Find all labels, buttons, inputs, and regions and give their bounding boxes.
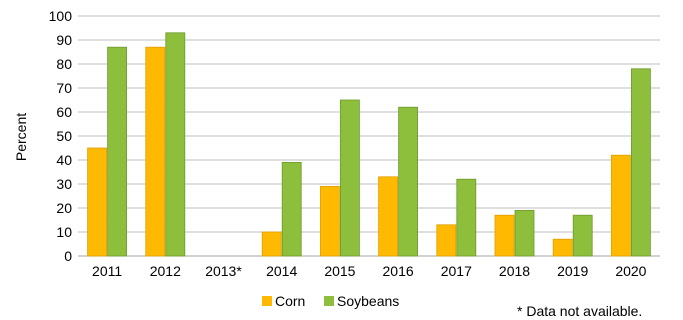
bar-soybeans-2020 bbox=[631, 68, 651, 257]
bar-soybeans-2017 bbox=[456, 178, 477, 257]
y-tick-label: 40 bbox=[56, 152, 72, 168]
y-tick-label: 60 bbox=[56, 104, 72, 120]
x-tick-label: 2017 bbox=[441, 263, 472, 279]
x-tick-label: 2016 bbox=[383, 263, 414, 279]
gridlines bbox=[78, 15, 660, 257]
y-tick-label: 100 bbox=[49, 8, 73, 24]
x-axis-ticks: 2011 2012 2013* 2014 2015 2016 2017 2018 2019 202… bbox=[92, 263, 647, 279]
bar-corn-2011 bbox=[87, 147, 107, 257]
y-tick-label: 50 bbox=[56, 128, 72, 144]
bar-soybeans-2015 bbox=[339, 99, 360, 257]
legend-swatch-soybeans bbox=[324, 296, 334, 306]
y-tick-label: 10 bbox=[56, 224, 72, 240]
legend: Corn Soybeans bbox=[262, 293, 399, 309]
x-tick-label: 2011 bbox=[92, 263, 122, 279]
legend-label-corn: Corn bbox=[275, 293, 305, 309]
x-tick-label: 2014 bbox=[266, 263, 297, 279]
bar-soybeans-2019 bbox=[572, 214, 593, 257]
y-tick-label: 70 bbox=[56, 80, 72, 96]
bar-corn-2018 bbox=[494, 214, 515, 257]
bar-soybeans-2011 bbox=[107, 46, 127, 257]
x-tick-label: 2015 bbox=[324, 263, 355, 279]
footnote: * Data not available. bbox=[517, 303, 642, 319]
x-tick-label: 2013* bbox=[205, 263, 242, 279]
x-tick-label: 2019 bbox=[557, 263, 588, 279]
legend-label-soybeans: Soybeans bbox=[337, 293, 399, 309]
bars bbox=[87, 32, 651, 257]
bar-corn-2016 bbox=[378, 176, 399, 257]
x-tick-label: 2020 bbox=[615, 263, 646, 279]
x-tick-label: 2012 bbox=[150, 263, 181, 279]
bar-soybeans-2012 bbox=[165, 32, 186, 257]
y-tick-label: 0 bbox=[64, 248, 72, 264]
bar-soybeans-2016 bbox=[398, 106, 419, 257]
y-tick-label: 30 bbox=[56, 176, 72, 192]
bar-corn-2017 bbox=[436, 224, 457, 257]
y-axis-ticks: 0 10 20 30 40 50 60 70 80 90 100 bbox=[49, 8, 73, 264]
bar-soybeans-2014 bbox=[281, 161, 302, 257]
bar-corn-2020 bbox=[611, 154, 631, 257]
legend-swatch-corn bbox=[262, 296, 272, 306]
bar-corn-2019 bbox=[552, 238, 573, 257]
bar-corn-2012 bbox=[145, 46, 166, 257]
y-tick-label: 20 bbox=[56, 200, 72, 216]
x-tick-label: 2018 bbox=[499, 263, 530, 279]
bar-corn-2015 bbox=[319, 185, 340, 257]
bar-corn-2014 bbox=[261, 231, 282, 257]
bar-soybeans-2018 bbox=[514, 209, 535, 257]
y-axis-label: Percent bbox=[13, 113, 29, 161]
y-tick-label: 80 bbox=[56, 56, 72, 72]
y-tick-label: 90 bbox=[56, 32, 72, 48]
